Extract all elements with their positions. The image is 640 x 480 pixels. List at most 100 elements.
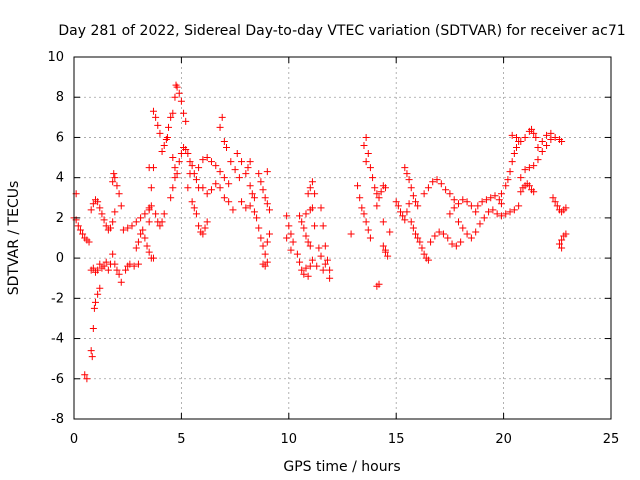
data-point — [119, 226, 127, 234]
data-point — [216, 184, 224, 192]
data-point — [132, 244, 140, 252]
data-point — [87, 206, 95, 214]
data-point — [304, 272, 312, 280]
x-tick-label: 25 — [603, 432, 620, 447]
data-point — [188, 198, 196, 206]
data-point — [319, 266, 327, 274]
data-point — [416, 238, 424, 246]
data-point — [321, 260, 329, 268]
data-point — [396, 208, 404, 216]
data-point — [502, 210, 510, 218]
data-point — [94, 266, 102, 274]
data-point — [111, 174, 119, 182]
data-point — [429, 178, 437, 186]
data-point — [366, 164, 374, 172]
data-point — [113, 182, 121, 190]
data-point — [497, 200, 505, 208]
data-point — [207, 186, 215, 194]
data-point — [98, 210, 106, 218]
data-point — [530, 129, 538, 137]
data-point — [100, 216, 108, 224]
data-point — [156, 222, 164, 230]
data-point — [543, 141, 551, 149]
data-point — [296, 212, 304, 220]
data-point — [96, 260, 104, 268]
data-point — [424, 256, 432, 264]
data-point — [448, 240, 456, 248]
data-point — [246, 182, 254, 190]
data-point — [137, 230, 145, 238]
data-point — [79, 230, 87, 238]
data-point — [102, 258, 110, 266]
data-point — [487, 194, 495, 202]
data-point — [149, 254, 157, 262]
data-point — [407, 218, 415, 226]
data-point — [506, 168, 514, 176]
data-point — [255, 170, 263, 178]
data-point — [134, 238, 142, 246]
data-point — [463, 230, 471, 238]
data-point — [225, 198, 233, 206]
data-point — [553, 202, 561, 210]
data-point — [293, 250, 301, 258]
data-point — [158, 148, 166, 156]
data-point — [81, 371, 89, 379]
y-tick-label: 10 — [47, 50, 64, 65]
data-point — [287, 246, 295, 254]
y-tick-label: 8 — [56, 90, 64, 105]
plot-frame — [73, 56, 612, 420]
data-point — [96, 204, 104, 212]
data-point — [384, 252, 392, 260]
data-point — [246, 158, 254, 166]
data-point — [435, 228, 443, 236]
data-point — [223, 144, 231, 151]
data-point — [261, 262, 269, 270]
data-point — [180, 109, 188, 117]
data-point — [315, 244, 323, 252]
data-point — [173, 170, 181, 178]
data-point — [457, 238, 465, 246]
data-point — [100, 262, 108, 270]
data-point — [109, 250, 117, 258]
data-point — [534, 144, 542, 151]
y-tick-label: 4 — [56, 171, 64, 186]
y-tick-label: 2 — [56, 211, 64, 226]
y-tick-label: -4 — [51, 332, 64, 347]
data-point — [141, 234, 149, 242]
data-point — [212, 180, 220, 188]
data-point — [192, 210, 200, 218]
data-point — [375, 194, 383, 202]
data-point — [356, 194, 364, 202]
data-point — [283, 234, 291, 242]
data-point — [130, 262, 138, 270]
data-point — [190, 204, 198, 212]
data-point — [128, 222, 136, 230]
data-point — [160, 210, 168, 218]
data-point — [444, 234, 452, 242]
data-point — [242, 204, 250, 212]
data-point — [525, 182, 533, 190]
data-point — [403, 170, 411, 178]
data-point — [255, 224, 263, 232]
data-point — [369, 174, 377, 182]
data-point — [158, 218, 166, 226]
data-point — [231, 166, 239, 174]
data-point — [207, 158, 215, 166]
data-point — [362, 158, 370, 166]
data-point — [562, 230, 570, 238]
data-point — [549, 194, 557, 202]
data-point — [512, 144, 520, 151]
data-point — [242, 170, 250, 178]
data-point — [538, 137, 546, 145]
data-point — [420, 250, 428, 258]
data-point — [235, 174, 243, 182]
data-point — [463, 198, 471, 206]
data-point — [261, 194, 269, 202]
data-point — [308, 256, 316, 264]
data-point — [347, 230, 355, 238]
data-point — [285, 222, 293, 230]
data-point — [431, 232, 439, 240]
data-point — [538, 148, 546, 156]
y-axis-title: SDTVAR / TECUs — [6, 181, 22, 296]
data-point — [126, 260, 134, 268]
